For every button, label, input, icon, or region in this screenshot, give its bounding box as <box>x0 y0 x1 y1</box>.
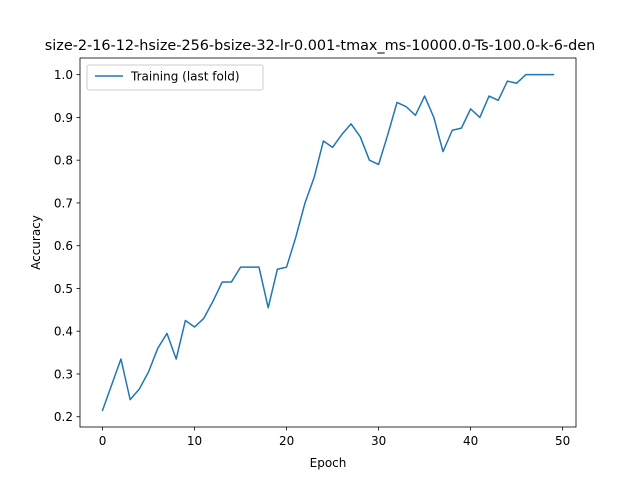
x-tick-label: 20 <box>279 434 294 448</box>
series-line-training <box>101 73 555 412</box>
x-tick-label: 10 <box>187 434 202 448</box>
y-tick-label: 0.9 <box>54 111 73 125</box>
plot-frame <box>79 57 577 428</box>
x-tick-label: 50 <box>555 434 570 448</box>
y-tick-label: 0.4 <box>54 325 73 339</box>
plot-area <box>79 57 577 428</box>
y-tick-label: 0.6 <box>54 239 73 253</box>
x-tick-label: 0 <box>99 434 107 448</box>
y-tick-label: 0.7 <box>54 196 73 210</box>
y-tick-label: 0.3 <box>54 367 73 381</box>
y-tick-label: 0.8 <box>54 154 73 168</box>
x-tick-label: 30 <box>371 434 386 448</box>
y-tick-label: 0.2 <box>54 410 73 424</box>
y-tick-label: 1.0 <box>54 68 73 82</box>
x-axis-label: Epoch <box>310 456 347 470</box>
y-tick-label: 0.5 <box>54 282 73 296</box>
legend: Training (last fold) <box>86 64 264 91</box>
legend-label-training: Training (last fold) <box>130 70 240 84</box>
legend-box <box>86 64 264 91</box>
x-tick-label: 40 <box>463 434 478 448</box>
chart-title: size-2-16-12-hsize-256-bsize-32-lr-0.001… <box>45 38 595 54</box>
y-axis-label: Accuracy <box>29 215 43 270</box>
x-axis: 0 10 20 30 40 50 <box>99 427 570 448</box>
y-axis: 0.2 0.3 0.4 0.5 0.6 0.7 0.8 0.9 1.0 <box>54 68 80 424</box>
